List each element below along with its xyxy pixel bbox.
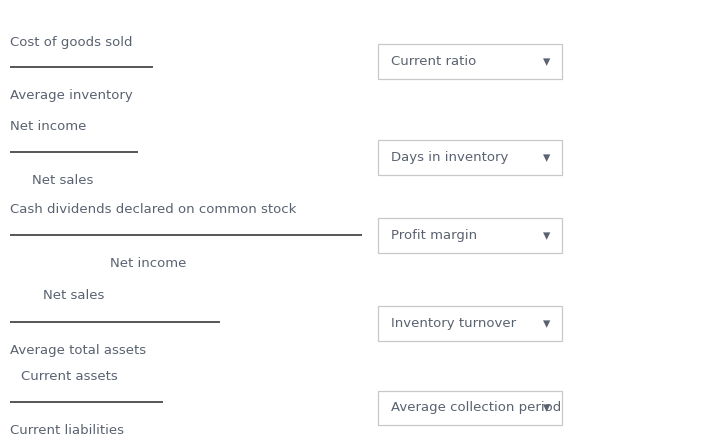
Bar — [378, 140, 562, 175]
Text: Net sales: Net sales — [43, 289, 104, 302]
Text: ▾: ▾ — [543, 54, 550, 69]
Text: Net sales: Net sales — [32, 174, 93, 187]
Text: Profit margin: Profit margin — [391, 229, 476, 242]
Bar — [378, 218, 562, 253]
Text: Net income: Net income — [10, 120, 87, 133]
Text: Days in inventory: Days in inventory — [391, 151, 508, 164]
Text: Cost of goods sold: Cost of goods sold — [10, 36, 133, 49]
Bar — [378, 391, 562, 425]
Text: Net income: Net income — [110, 257, 187, 270]
Bar — [378, 44, 562, 79]
Text: Average inventory: Average inventory — [10, 89, 133, 102]
Text: Current assets: Current assets — [21, 370, 118, 383]
Text: Inventory turnover: Inventory turnover — [391, 317, 515, 330]
Text: Current liabilities: Current liabilities — [10, 424, 124, 434]
Text: Average total assets: Average total assets — [10, 344, 146, 357]
Text: ▾: ▾ — [543, 228, 550, 243]
Bar — [378, 306, 562, 341]
Text: ▾: ▾ — [543, 316, 550, 331]
Text: ▾: ▾ — [543, 401, 550, 415]
Text: Average collection period: Average collection period — [391, 401, 561, 414]
Text: ▾: ▾ — [543, 150, 550, 165]
Text: Current ratio: Current ratio — [391, 55, 476, 68]
Text: Cash dividends declared on common stock: Cash dividends declared on common stock — [10, 203, 296, 216]
